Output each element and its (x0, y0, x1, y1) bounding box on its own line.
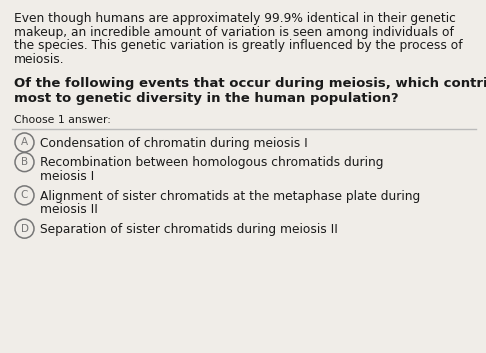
Text: the species. This genetic variation is greatly influenced by the process of: the species. This genetic variation is g… (14, 39, 463, 52)
Text: meiosis I: meiosis I (40, 170, 94, 183)
Text: A: A (21, 137, 28, 148)
Text: meiosis II: meiosis II (40, 203, 98, 216)
Text: B: B (21, 157, 28, 167)
Text: makeup, an incredible amount of variation is seen among individuals of: makeup, an incredible amount of variatio… (14, 26, 454, 38)
Text: D: D (20, 224, 29, 234)
Text: C: C (21, 190, 28, 201)
Text: Separation of sister chromatids during meiosis II: Separation of sister chromatids during m… (40, 223, 338, 236)
Text: Even though humans are approximately 99.9% identical in their genetic: Even though humans are approximately 99.… (14, 12, 456, 25)
Text: Alignment of sister chromatids at the metaphase plate during: Alignment of sister chromatids at the me… (40, 190, 420, 203)
Text: Recombination between homologous chromatids during: Recombination between homologous chromat… (40, 156, 383, 169)
Text: Of the following events that occur during meiosis, which contributes: Of the following events that occur durin… (14, 77, 486, 90)
Text: most to genetic diversity in the human population?: most to genetic diversity in the human p… (14, 92, 399, 105)
Text: meiosis.: meiosis. (14, 53, 65, 66)
Text: Choose 1 answer:: Choose 1 answer: (14, 115, 111, 125)
Text: Condensation of chromatin during meiosis I: Condensation of chromatin during meiosis… (40, 137, 308, 150)
